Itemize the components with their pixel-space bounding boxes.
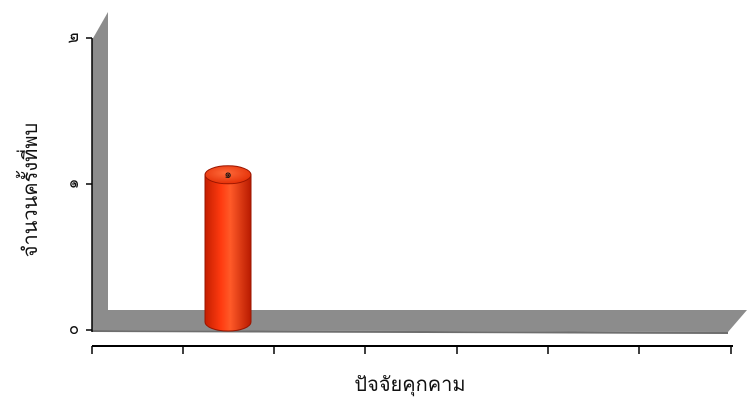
floor	[92, 310, 747, 332]
x-ticks	[91, 346, 732, 354]
bar-body	[204, 174, 252, 332]
y-tick-label: ๐	[63, 325, 83, 335]
back-wall	[92, 12, 108, 330]
y-tick-label: ๑	[63, 179, 83, 190]
x-axis-title: ปัจจัยคุกคาม	[354, 372, 465, 397]
y-ticks: ๐ ๑ ๒	[63, 32, 92, 335]
bar	[204, 165, 252, 332]
floor-edge	[92, 330, 728, 334]
y-tick-label: ๒	[63, 32, 83, 43]
data-label: ๑	[224, 167, 232, 181]
y-axis-title: จำนวนครั้งที่พบ	[16, 123, 42, 257]
bars: ๑	[204, 165, 252, 332]
bar-cap	[204, 165, 252, 185]
